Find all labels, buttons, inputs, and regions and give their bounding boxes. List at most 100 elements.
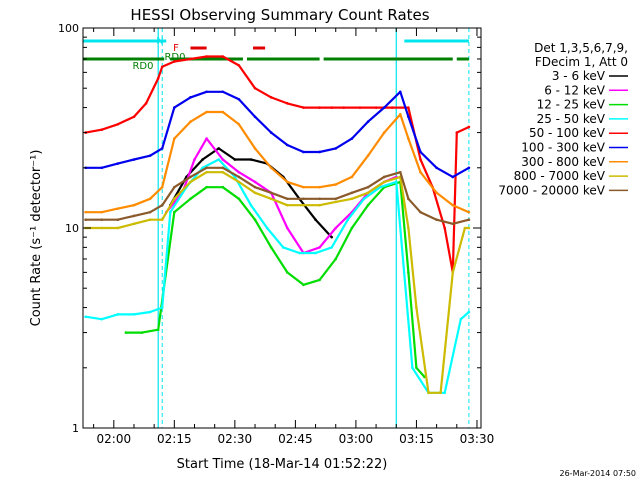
point-100-300-kev-20 <box>382 106 386 109</box>
point-12-25-kev-5 <box>189 197 192 201</box>
point-800-7000-kev-17 <box>334 200 338 204</box>
series-300-800-kev <box>85 110 470 214</box>
point-25-50-kev-25 <box>459 317 463 321</box>
point-300-800-kev-24 <box>435 191 438 195</box>
point-50-100-kev-16 <box>302 106 305 109</box>
point-25-50-kev-26 <box>467 310 471 314</box>
point-50-100-kev-5 <box>144 102 148 105</box>
point-3-6-kev-3 <box>201 158 204 161</box>
y-tick-label-10: 10 <box>65 222 79 235</box>
point-3-6-kev-6 <box>249 158 253 161</box>
point-7000-20000-kev-24 <box>435 218 438 222</box>
point-800-7000-kev-10 <box>221 170 225 174</box>
point-100-300-kev-6 <box>160 147 164 150</box>
legend-header-line-2: FDecim 1, Att 0 <box>535 55 628 69</box>
point-25-50-kev-4 <box>132 313 136 316</box>
point-3-6-kev-4 <box>217 147 221 150</box>
point-100-300-kev-17 <box>334 147 338 150</box>
point-7000-20000-kev-8 <box>189 175 192 179</box>
point-7000-20000-kev-4 <box>132 214 136 218</box>
point-50-100-kev-26 <box>443 226 446 230</box>
point-25-50-kev-11 <box>233 175 237 179</box>
point-800-7000-kev-28 <box>467 226 471 230</box>
point-300-800-kev-15 <box>302 185 305 189</box>
point-300-800-kev-16 <box>318 185 321 189</box>
point-800-7000-kev-13 <box>269 197 273 201</box>
point-100-300-kev-18 <box>350 137 354 140</box>
point-7000-20000-kev-16 <box>318 197 321 201</box>
point-25-50-kev-13 <box>265 226 269 230</box>
point-800-7000-kev-27 <box>463 226 467 230</box>
point-800-7000-kev-3 <box>116 226 120 230</box>
point-7000-20000-kev-2 <box>100 218 103 222</box>
legend-label-800-7000-kev: 800 - 7000 keV <box>514 169 606 183</box>
point-100-300-kev-14 <box>286 143 289 147</box>
point-300-800-kev-2 <box>100 210 103 214</box>
x-tick-label-02-45: 02:45 <box>278 432 313 446</box>
point-300-800-kev-5 <box>148 197 152 201</box>
point-100-300-kev-9 <box>205 90 208 94</box>
point-100-300-kev-3 <box>116 162 120 165</box>
point-800-7000-kev-25 <box>439 391 442 395</box>
point-50-100-kev-17 <box>318 106 321 109</box>
point-300-800-kev-6 <box>160 185 164 189</box>
point-12-25-kev-14 <box>334 257 338 261</box>
point-25-50-kev-2 <box>100 317 103 321</box>
series-800-7000-kev <box>85 171 469 394</box>
point-300-800-kev-11 <box>237 122 241 126</box>
point-50-100-kev-15 <box>286 102 289 105</box>
x-tick-label-03-15: 03:15 <box>399 432 434 446</box>
point-12-25-kev-2 <box>140 331 144 334</box>
point-100-300-kev-22 <box>407 115 410 119</box>
point-7000-20000-kev-25 <box>451 222 455 226</box>
point-800-7000-kev-14 <box>286 203 289 207</box>
point-12-25-kev-12 <box>302 283 305 287</box>
point-300-800-kev-10 <box>221 110 225 114</box>
point-300-800-kev-3 <box>116 207 120 210</box>
point-25-50-kev-12 <box>249 203 253 207</box>
point-800-7000-kev-16 <box>318 203 321 207</box>
point-800-7000-kev-12 <box>253 191 257 195</box>
legend-label-50-100-kev: 50 - 100 keV <box>529 126 606 140</box>
point-50-100-kev-14 <box>269 96 273 99</box>
point-100-300-kev-8 <box>189 96 192 99</box>
point-800-7000-kev-26 <box>451 271 455 274</box>
point-7000-20000-kev-23 <box>419 210 422 214</box>
point-7000-20000-kev-5 <box>148 210 152 214</box>
legend-label-300-800-kev: 300 - 800 keV <box>521 155 605 169</box>
point-12-25-kev-11 <box>286 271 289 274</box>
point-25-50-kev-19 <box>362 197 366 201</box>
point-300-800-kev-1 <box>84 210 87 214</box>
x-tick-label-02-30: 02:30 <box>218 432 253 446</box>
point-50-100-kev-19 <box>342 106 346 109</box>
x-axis-label: Start Time (18-Mar-14 01:52:22) <box>177 457 388 472</box>
point-800-7000-kev-22 <box>407 226 410 230</box>
point-25-50-kev-3 <box>116 313 120 316</box>
point-300-800-kev-12 <box>253 147 257 150</box>
point-25-50-kev-16 <box>314 251 317 255</box>
point-12-25-kev-20 <box>415 366 418 370</box>
point-12-25-kev-8 <box>237 197 241 201</box>
point-50-100-kev-13 <box>253 86 257 90</box>
series-7000-20000-kev <box>85 166 470 225</box>
generation-timestamp: 26-Mar-2014 07:50 <box>560 469 637 478</box>
point-7000-20000-kev-12 <box>253 185 257 189</box>
point-6-12-kev-5 <box>221 158 225 161</box>
point-25-50-kev-1 <box>84 315 87 319</box>
point-800-7000-kev-23 <box>415 306 418 309</box>
point-100-300-kev-25 <box>451 175 455 179</box>
annotation-f-2: F <box>173 43 179 54</box>
point-3-6-kev-10 <box>314 218 317 222</box>
point-300-800-kev-20 <box>382 131 386 134</box>
point-25-50-kev-22 <box>411 366 414 370</box>
point-100-300-kev-10 <box>221 90 225 94</box>
point-50-100-kev-7 <box>160 65 164 69</box>
point-25-50-kev-6 <box>160 306 164 309</box>
point-300-800-kev-9 <box>205 110 208 114</box>
point-100-300-kev-4 <box>132 158 136 161</box>
point-100-300-kev-26 <box>467 166 471 170</box>
point-50-100-kev-18 <box>330 106 333 109</box>
point-7000-20000-kev-11 <box>237 175 241 179</box>
point-12-25-kev-16 <box>366 203 370 207</box>
point-100-300-kev-23 <box>419 150 422 154</box>
